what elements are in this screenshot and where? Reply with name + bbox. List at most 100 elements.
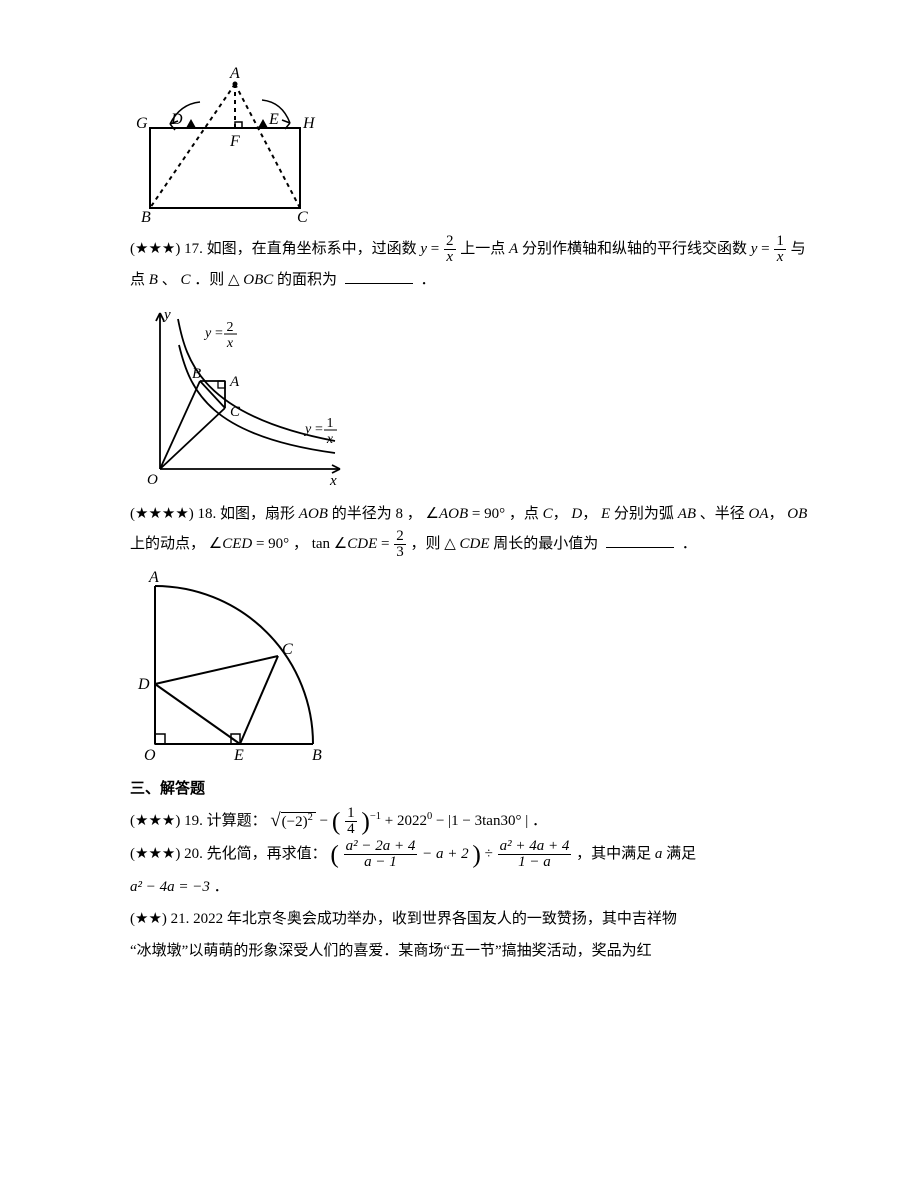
fig18-C: C bbox=[282, 641, 293, 658]
figure-q17: y x O B A C y= 2 x y= 1 x bbox=[130, 301, 810, 491]
q20-div: ÷ bbox=[485, 846, 493, 862]
label-B: B bbox=[141, 209, 151, 226]
q20-frac1: a² − 2a + 4 a − 1 bbox=[344, 839, 418, 870]
q18-CDE: CDE bbox=[460, 536, 490, 552]
q19-stars: (★★★) bbox=[130, 813, 180, 829]
q18-tri: △ bbox=[444, 536, 456, 552]
q18-eq1: = 90° bbox=[472, 506, 505, 522]
q17-stars: (★★★) bbox=[130, 241, 180, 257]
svg-text:x: x bbox=[226, 336, 234, 351]
origin: O bbox=[147, 472, 158, 488]
q20-l2: a² − 4a = −3 bbox=[130, 879, 210, 895]
pt-A: A bbox=[229, 374, 240, 390]
q19-exp2: 0 bbox=[427, 811, 432, 822]
label-F: F bbox=[229, 133, 240, 150]
svg-text:1: 1 bbox=[327, 416, 334, 431]
q18-t5: 分别为弧 bbox=[614, 506, 674, 522]
q18-fd: 3 bbox=[394, 544, 406, 560]
q18-stars: (★★★★) bbox=[130, 506, 194, 522]
q19-sqrt-body: (−2) bbox=[282, 814, 308, 830]
q17-B: B bbox=[149, 272, 158, 288]
q19-f1n: 1 bbox=[345, 806, 357, 821]
q17-num: 17. bbox=[184, 241, 203, 257]
q18-E: E bbox=[601, 506, 610, 522]
fig18-O: O bbox=[144, 747, 156, 764]
svg-text:x: x bbox=[326, 432, 334, 447]
q17-mid5: 的面积为 bbox=[277, 272, 337, 288]
q18-t6: 、半径 bbox=[700, 506, 745, 522]
q17-y2: y bbox=[751, 241, 758, 257]
q18-ang2s: ∠ bbox=[209, 536, 222, 552]
q17-blank bbox=[345, 269, 413, 284]
q19-period: ． bbox=[532, 813, 547, 829]
q18-fn: 2 bbox=[394, 529, 406, 544]
q20-stars: (★★★) bbox=[130, 846, 180, 862]
q18-OA: OA bbox=[749, 506, 769, 522]
fig18-D: D bbox=[137, 676, 150, 693]
label-A: A bbox=[229, 66, 240, 82]
q18-ang1: AOB bbox=[439, 506, 468, 522]
q19-f1d: 4 bbox=[345, 821, 357, 837]
q20-a: a bbox=[655, 846, 663, 862]
svg-text:=: = bbox=[215, 326, 223, 341]
q18-t7: 上的动点， bbox=[130, 536, 205, 552]
q20-f2n: a² + 4a + 4 bbox=[498, 839, 572, 854]
figure-q16-fold: A G D E H F B C bbox=[130, 66, 810, 226]
q18-c3: ， bbox=[769, 506, 784, 522]
q20-num: 20. bbox=[184, 846, 203, 862]
axis-x: x bbox=[329, 473, 337, 489]
q19-num: 19. bbox=[184, 813, 203, 829]
q21-l1b: 年北京冬奥会成功举办，收到世界各国友人的一致赞扬，其中吉祥物 bbox=[227, 911, 677, 927]
q20-t1: 先化简，再求值： bbox=[207, 846, 327, 862]
q18-ang: ∠ bbox=[426, 506, 439, 522]
q17-C: C bbox=[180, 272, 190, 288]
fig18-E: E bbox=[233, 747, 244, 764]
q19-sqrt: √ (−2)2 bbox=[270, 812, 316, 831]
section-title: 三、解答题 bbox=[130, 774, 810, 804]
question-19: (★★★) 19. 计算题： √ (−2)2 − ( 1 4 )−1 + 202… bbox=[130, 806, 810, 837]
q18-eq3: = bbox=[381, 536, 389, 552]
q17-mid2: 分别作横轴和纵轴的平行线交函数 bbox=[522, 241, 747, 257]
q18-t10: 周长的最小值为 bbox=[493, 536, 598, 552]
q18-t8: ， bbox=[293, 536, 308, 552]
q20-f1d: a − 1 bbox=[344, 854, 418, 870]
q18-eq2: = 90° bbox=[256, 536, 289, 552]
q18-t2: 的半径为 bbox=[332, 506, 392, 522]
q18-ang3s: ∠ bbox=[334, 536, 347, 552]
question-20-line2: a² − 4a = −3 ． bbox=[130, 872, 810, 902]
label-E: E bbox=[268, 111, 279, 128]
q17-pre: 如图，在直角坐标系中，过函数 bbox=[207, 241, 417, 257]
figure-q18: A O B C D E bbox=[130, 566, 810, 766]
q18-r: 8 bbox=[395, 506, 403, 522]
q20-t3: 满足 bbox=[666, 846, 696, 862]
fig18-A: A bbox=[148, 569, 159, 586]
svg-text:y: y bbox=[303, 422, 312, 437]
q18-C: C bbox=[543, 506, 553, 522]
q20-t2: ，其中满足 bbox=[576, 846, 651, 862]
q19-plus1: + 2022 bbox=[385, 813, 427, 829]
q18-ang3: CDE bbox=[347, 536, 377, 552]
question-21: (★★) 21. 2022 年北京冬奥会成功举办，收到世界各国友人的一致赞扬，其… bbox=[130, 904, 810, 934]
q20-f1n: a² − 2a + 4 bbox=[344, 839, 418, 854]
q19-frac1: 1 4 bbox=[345, 806, 357, 837]
svg-text:y: y bbox=[203, 326, 212, 341]
q18-D: D bbox=[571, 506, 582, 522]
q18-t1: 如图，扇形 bbox=[220, 506, 295, 522]
q17-frac2-num: 1 bbox=[774, 234, 786, 249]
question-18: (★★★★) 18. 如图，扇形 AOB 的半径为 8 ， ∠AOB = 90°… bbox=[130, 499, 810, 560]
q20-f2d: 1 − a bbox=[498, 854, 572, 870]
label-G: G bbox=[136, 115, 148, 132]
q21-year: 2022 bbox=[193, 911, 223, 927]
q18-c2: ， bbox=[582, 506, 597, 522]
q18-t4: ，点 bbox=[509, 506, 539, 522]
q17-y1: y bbox=[420, 241, 427, 257]
q19-exp1: −1 bbox=[370, 811, 381, 822]
q18-t3: ， bbox=[407, 506, 422, 522]
q19-rest: − |1 − 3tan30° | bbox=[436, 813, 528, 829]
q20-frac2: a² + 4a + 4 1 − a bbox=[498, 839, 572, 870]
pt-B: B bbox=[192, 366, 201, 382]
question-20: (★★★) 20. 先化简，再求值： ( a² − 2a + 4 a − 1 −… bbox=[130, 839, 810, 870]
q18-arc: AB bbox=[678, 506, 696, 522]
pt-C: C bbox=[230, 404, 241, 420]
axis-y: y bbox=[162, 307, 171, 323]
